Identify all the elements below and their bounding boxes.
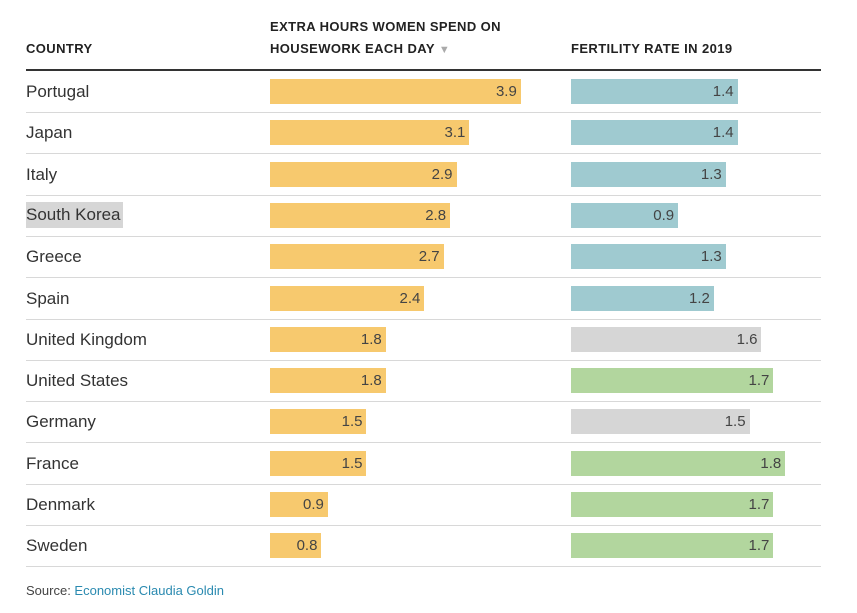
header-rule — [26, 69, 821, 71]
fertility-bar: 0.9 — [571, 202, 679, 228]
hours-value-label: 2.7 — [418, 248, 440, 266]
hours-bar: 1.8 — [270, 368, 386, 394]
fertility-bar: 1.2 — [571, 285, 714, 311]
column-header-extra-hours[interactable]: EXTRA HOURS WOMEN SPEND ON HOUSEWORK EAC… — [270, 16, 501, 61]
hours-bar: 2.9 — [270, 161, 457, 187]
hours-value-label: 3.1 — [444, 124, 466, 142]
table-row: Japan 3.1 1.4 — [26, 112, 821, 155]
hours-value-label: 1.8 — [360, 372, 382, 390]
fertility-bar: 1.8 — [571, 450, 786, 476]
country-label: South Korea — [26, 201, 123, 228]
country-label: Portugal — [26, 82, 90, 101]
country-label: Spain — [26, 288, 70, 308]
fertility-bar: 1.3 — [571, 244, 726, 270]
table-row: Sweden 0.8 1.7 — [26, 525, 821, 568]
hours-value-label: 2.8 — [425, 206, 447, 224]
hours-value-label: 2.9 — [431, 165, 453, 183]
hours-value-label: 1.5 — [341, 454, 363, 472]
header-hours-line1: EXTRA HOURS WOMEN SPEND ON — [270, 19, 501, 34]
fertility-bar: 1.4 — [571, 120, 738, 146]
country-label: Denmark — [26, 495, 95, 514]
hours-value-label: 1.8 — [360, 330, 382, 348]
hours-bar: 2.8 — [270, 202, 451, 228]
hours-bar: 0.8 — [270, 533, 322, 559]
fertility-bar: 1.4 — [571, 79, 738, 104]
hours-bar: 1.8 — [270, 326, 386, 352]
fertility-value-label: 1.4 — [712, 124, 734, 142]
fertility-value-label: 0.9 — [653, 206, 675, 224]
table-row: Greece 2.7 1.3 — [26, 236, 821, 279]
fertility-value-label: 1.7 — [748, 537, 770, 555]
hours-bar: 2.7 — [270, 244, 444, 270]
fertility-bar: 1.7 — [571, 492, 774, 517]
fertility-value-label: 1.5 — [724, 413, 746, 431]
fertility-bar: 1.7 — [571, 368, 774, 394]
fertility-bar: 1.3 — [571, 161, 726, 187]
table-row: Denmark 0.9 1.7 — [26, 484, 821, 526]
hours-bar: 1.5 — [270, 409, 367, 435]
table-row: United States 1.8 1.7 — [26, 360, 821, 403]
column-header-fertility: FERTILITY RATE IN 2019 — [571, 41, 733, 56]
country-label: Japan — [26, 123, 73, 143]
fertility-value-label: 1.8 — [760, 454, 782, 472]
hours-value-label: 1.5 — [341, 413, 363, 431]
fertility-value-label: 1.3 — [700, 248, 722, 266]
column-header-country: COUNTRY — [26, 41, 93, 56]
country-label: Italy — [26, 164, 58, 184]
fertility-bar: 1.5 — [571, 409, 750, 435]
fertility-value-label: 1.7 — [748, 496, 770, 513]
sort-descending-icon[interactable]: ▼ — [438, 44, 451, 56]
hours-value-label: 2.4 — [399, 289, 421, 307]
hours-value-label: 0.8 — [296, 537, 318, 555]
fertility-bar: 1.7 — [571, 533, 774, 559]
table-row: South Korea 2.8 0.9 — [26, 195, 821, 237]
hours-value-label: 3.9 — [495, 83, 517, 100]
fertility-value-label: 1.3 — [700, 165, 722, 183]
table-row: Portugal 3.9 1.4 — [26, 71, 821, 113]
hours-bar: 3.9 — [270, 79, 521, 104]
table-row: United Kingdom 1.8 1.6 — [26, 319, 821, 361]
country-label: United States — [26, 371, 129, 391]
header-hours-line2: HOUSEWORK EACH DAY — [270, 41, 435, 56]
fertility-value-label: 1.4 — [712, 83, 734, 100]
fertility-value-label: 1.6 — [736, 330, 758, 348]
hours-bar: 3.1 — [270, 120, 470, 146]
table-row: Germany 1.5 1.5 — [26, 401, 821, 444]
hours-bar: 1.5 — [270, 450, 367, 476]
table-row: Spain 2.4 1.2 — [26, 278, 821, 320]
country-label: France — [26, 453, 79, 473]
country-label: United Kingdom — [26, 329, 147, 349]
country-label: Greece — [26, 247, 82, 267]
fertility-value-label: 1.7 — [748, 372, 770, 390]
country-label: Germany — [26, 412, 96, 432]
hours-value-label: 0.9 — [303, 496, 324, 513]
hours-bar: 0.9 — [270, 492, 328, 517]
table-row: Italy 2.9 1.3 — [26, 154, 821, 196]
source-link[interactable]: Economist Claudia Goldin — [74, 583, 224, 598]
fertility-bar: 1.6 — [571, 326, 762, 352]
source-label: Source: — [26, 583, 75, 598]
country-label: Sweden — [26, 536, 88, 556]
source-note: Source: Economist Claudia Goldin — [26, 583, 224, 598]
table-row: France 1.5 1.8 — [26, 443, 821, 485]
fertility-value-label: 1.2 — [688, 289, 710, 307]
hours-bar: 2.4 — [270, 285, 425, 311]
